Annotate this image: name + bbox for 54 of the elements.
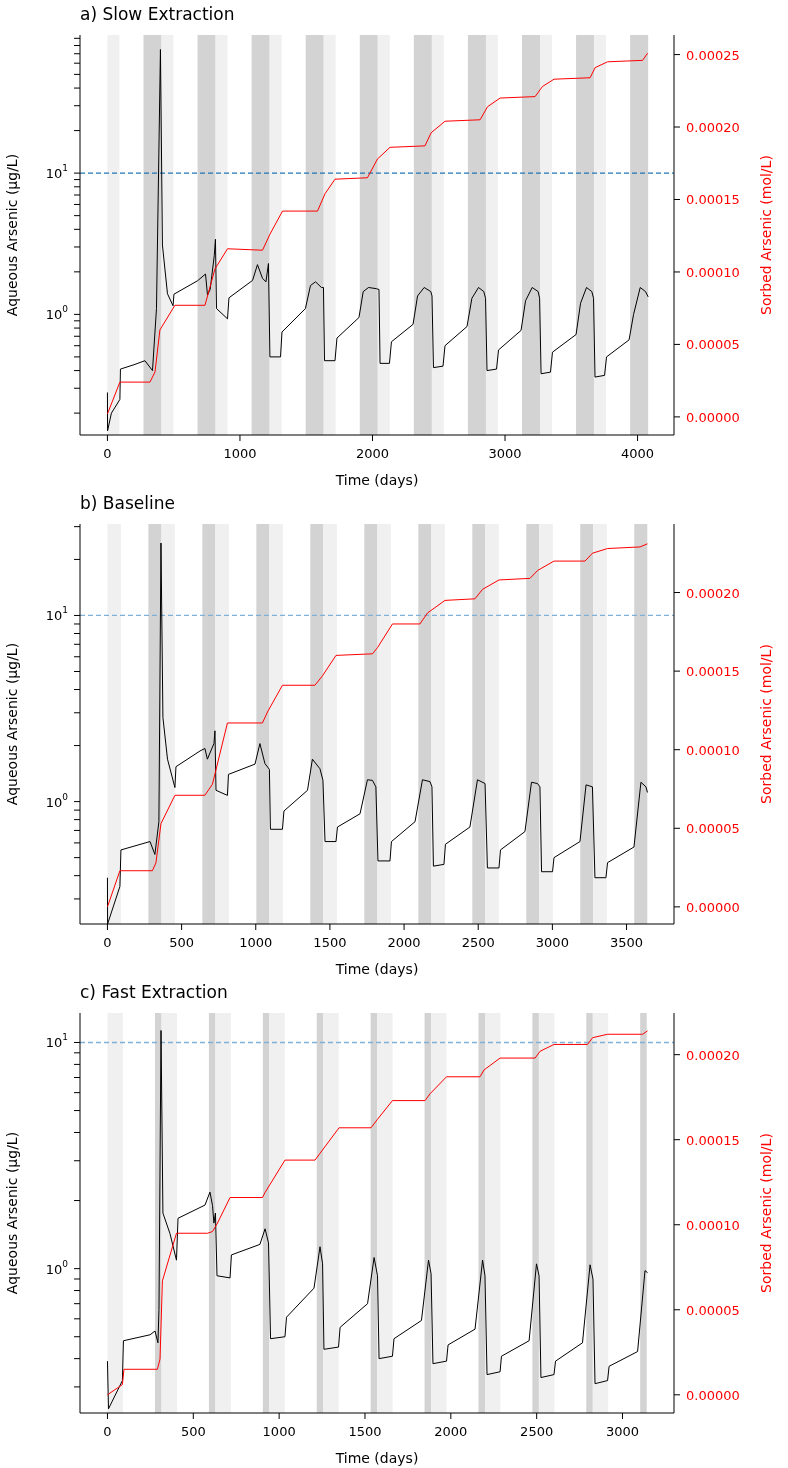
y2-axis-title: Sorbed Arsenic (mol/L): [757, 1133, 774, 1293]
x-tick-label: 2500: [461, 934, 495, 950]
x-tick-label: 3000: [488, 445, 522, 461]
y2-tick-label: 0.00025: [686, 47, 740, 63]
x-axis-title: Time (days): [334, 1450, 419, 1466]
x-axis-title: Time (days): [334, 961, 419, 977]
y2-tick-label: 0.00005: [686, 820, 740, 836]
x-tick-label: 500: [169, 934, 195, 950]
y-axis-title: Aqueous Arsenic (µg/L): [3, 642, 20, 806]
y-tick-label: 10$^{1}$: [45, 1032, 68, 1050]
x-tick-label: 3000: [535, 934, 569, 950]
x-tick-label: 2500: [520, 1423, 554, 1439]
y2-tick-label: 0.00000: [686, 899, 740, 915]
y2-axis-title: Sorbed Arsenic (mol/L): [757, 155, 774, 315]
x-tick-label: 2000: [387, 934, 421, 950]
x-tick-label: 0: [103, 1423, 112, 1439]
x-tick-label: 1000: [262, 1423, 296, 1439]
x-tick-label: 3000: [605, 1423, 640, 1439]
y-tick-label: 10$^{0}$: [45, 791, 69, 810]
y-tick-label: 10$^{1}$: [45, 163, 68, 181]
y2-tick-label: 0.00000: [686, 1387, 740, 1403]
y2-tick-label: 0.00010: [686, 1217, 740, 1233]
y-axis-title: Aqueous Arsenic (µg/L): [3, 1131, 20, 1295]
x-axis-title: Time (days): [334, 472, 419, 488]
y2-axis-title: Sorbed Arsenic (mol/L): [757, 644, 774, 804]
y2-tick-label: 0.00005: [686, 1302, 740, 1318]
y-tick-label: 10$^{0}$: [45, 1258, 69, 1277]
y2-tick-label: 0.00020: [686, 119, 740, 135]
x-tick-label: 1000: [223, 445, 257, 461]
x-tick-label: 2000: [434, 1423, 468, 1439]
x-tick-label: 4000: [621, 445, 655, 461]
y2-tick-label: 0.00010: [686, 742, 740, 758]
x-tick-label: 3500: [609, 934, 644, 950]
y2-tick-label: 0.00015: [686, 191, 740, 207]
y2-tick-label: 0.00010: [686, 264, 740, 280]
x-tick-label: 1500: [348, 1423, 382, 1439]
y-tick-label: 10$^{0}$: [45, 304, 69, 322]
y2-tick-label: 0.00015: [686, 1132, 740, 1148]
x-tick-label: 1000: [239, 934, 273, 950]
y2-tick-label: 0.00005: [686, 336, 740, 352]
chart-title: b) Baseline: [80, 493, 175, 513]
y-tick-label: 10$^{1}$: [45, 605, 68, 623]
x-tick-label: 500: [180, 1423, 206, 1439]
x-tick-label: 0: [103, 934, 112, 950]
x-tick-label: 1500: [313, 934, 347, 950]
y-axis-title: Aqueous Arsenic (µg/L): [3, 153, 20, 317]
chart-title: a) Slow Extraction: [80, 4, 235, 24]
chart-title: c) Fast Extraction: [80, 982, 228, 1002]
y2-tick-label: 0.00015: [686, 663, 740, 679]
x-tick-label: 0: [103, 445, 112, 461]
y2-tick-label: 0.00020: [686, 1047, 740, 1063]
x-tick-label: 2000: [355, 445, 390, 461]
y2-tick-label: 0.00000: [686, 409, 740, 425]
y2-tick-label: 0.00020: [686, 585, 740, 601]
